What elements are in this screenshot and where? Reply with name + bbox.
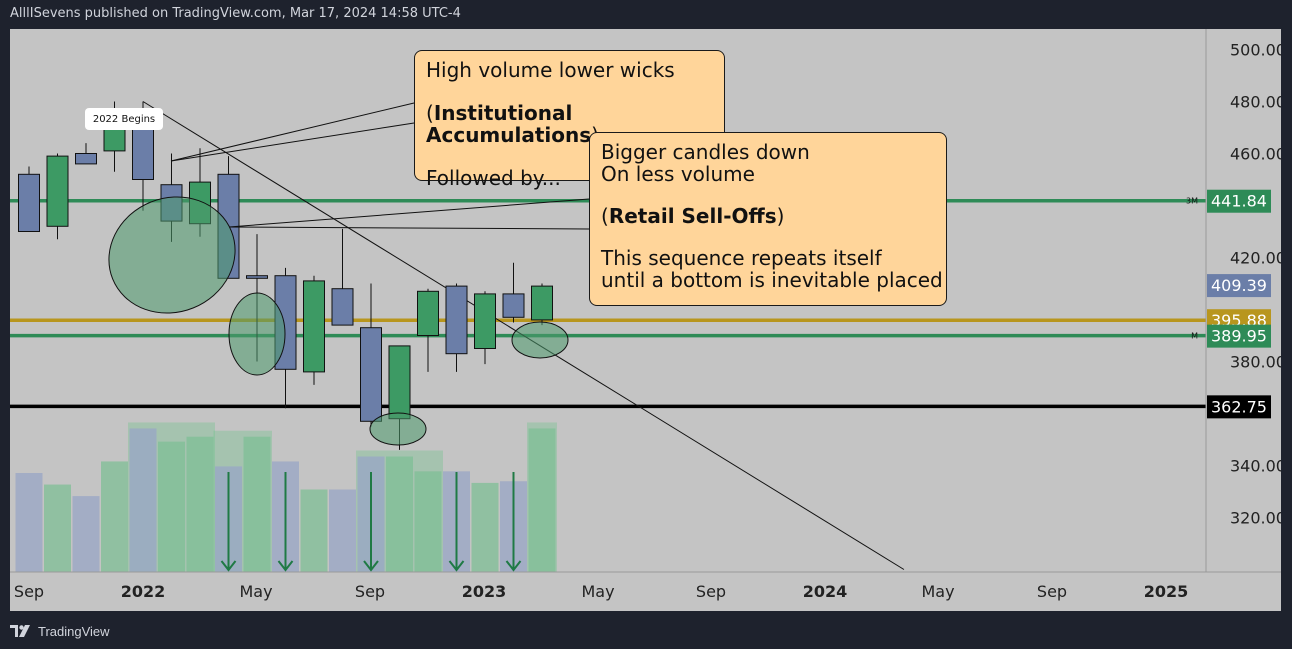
price-tick-label: 460.00	[1230, 145, 1281, 164]
candle-body	[445, 285, 468, 355]
callout-retail-line2: On less volume	[601, 162, 755, 186]
candle-body	[417, 290, 439, 336]
time-tick-label: Sep	[1037, 582, 1067, 601]
callout-retail-line3: (Retail Sell-Offs)	[601, 204, 785, 228]
line-tag-label: M	[1191, 332, 1198, 341]
callout-accumulation-line1: High volume lower wicks	[426, 58, 675, 82]
candle-body	[331, 288, 354, 326]
publish-header: AlllISevens published on TradingView.com…	[10, 6, 461, 21]
candle-body	[502, 293, 525, 318]
candle-body	[246, 275, 268, 279]
callout-pointer	[170, 102, 415, 162]
callout-retail-selloffs[interactable]: Bigger candles down On less volume (Reta…	[589, 132, 947, 306]
footer: TradingView	[10, 622, 110, 640]
time-tick-label: Sep	[355, 582, 385, 601]
price-axis[interactable]: 320.00 340.00 380.00 420.00 460.00 480.00 500.…	[1186, 29, 1281, 572]
time-tick-label: Sep	[696, 582, 726, 601]
volume-bar	[243, 436, 271, 572]
price-label-bg	[1207, 324, 1271, 348]
volume-arrow-icon	[220, 472, 237, 572]
price-tick-label: 380.00	[1230, 353, 1281, 372]
price-tick-label: 480.00	[1230, 93, 1281, 112]
price-label: 389.95	[1211, 327, 1267, 346]
candle-body	[388, 345, 411, 420]
footer-brand: TradingView	[38, 623, 110, 639]
highlight-ellipse	[369, 412, 427, 446]
candle-body	[360, 327, 382, 422]
candle-body	[474, 293, 496, 349]
chart-canvas[interactable]: 320.00 340.00 380.00 420.00 460.00 480.00 500.…	[10, 29, 1281, 611]
volume-arrow-icon	[448, 472, 465, 572]
line-tag-label: 3M	[1186, 197, 1198, 206]
volume-bar	[329, 489, 356, 572]
time-tick-label: May	[581, 582, 614, 601]
price-label: 441.84	[1211, 192, 1267, 211]
callout-pointer	[228, 198, 590, 228]
volume-arrow-icon	[363, 472, 379, 572]
time-tick-label: 2025	[1144, 582, 1189, 601]
chart-frame[interactable]: 320.00 340.00 380.00 420.00 460.00 480.00 500.…	[10, 29, 1281, 611]
callout-accumulation-line3: Followed by...	[426, 166, 561, 190]
volume-bar	[101, 461, 128, 572]
callout-retail-line4: This sequence repeats itself	[601, 246, 882, 270]
tradingview-logo-icon	[10, 625, 30, 637]
price-tick-label: 320.00	[1230, 509, 1281, 528]
price-tick-label: 420.00	[1230, 249, 1281, 268]
callout-pointer	[228, 226, 590, 230]
time-tick-label: May	[239, 582, 272, 601]
annotation-2022-begins[interactable]: 2022 Begins	[85, 108, 163, 130]
volume-bar	[158, 441, 185, 572]
price-label-bg	[1207, 189, 1271, 213]
callout-pointer	[170, 122, 415, 162]
volume-pane	[15, 422, 557, 572]
highlight-ellipse	[511, 321, 569, 359]
time-tick-label: 2024	[803, 582, 848, 601]
callout-retail-line5: until a bottom is inevitable placed	[601, 268, 943, 292]
candle-body	[75, 153, 97, 165]
time-axis[interactable]: Sep 2022 May Sep 2023 May Sep 2024 May Sep 2025	[10, 571, 1281, 601]
time-tick-label: 2023	[462, 582, 507, 601]
volume-arrow-icon	[277, 472, 294, 572]
price-tick-label: 340.00	[1230, 457, 1281, 476]
volume-bar	[471, 482, 499, 572]
volume-bar	[44, 484, 71, 572]
volume-bar	[186, 436, 214, 572]
callout-accumulation[interactable]: High volume lower wicks (Institutional A…	[414, 50, 725, 189]
volume-bar	[15, 473, 43, 572]
time-tick-label: 2022	[121, 582, 166, 601]
candle-body	[46, 155, 69, 227]
volume-bar	[414, 471, 442, 572]
volume-bar	[386, 456, 413, 572]
volume-bar	[72, 496, 100, 572]
volume-bar	[129, 428, 157, 572]
callout-retail-line1: Bigger candles down	[601, 140, 810, 164]
time-tick-label: May	[921, 582, 954, 601]
time-tick-label: Sep	[14, 582, 44, 601]
price-label: 409.39	[1211, 276, 1267, 295]
candle-body	[18, 173, 40, 233]
highlight-ellipses	[108, 196, 569, 446]
volume-bar	[300, 489, 328, 572]
volume-arrow-icon	[505, 472, 522, 572]
highlight-ellipse	[228, 292, 286, 376]
price-label-bg	[1207, 274, 1271, 298]
price-label: 362.75	[1211, 397, 1267, 416]
price-tick-label: 500.00	[1230, 41, 1281, 60]
price-label-bg	[1207, 395, 1271, 419]
candle-body	[531, 285, 553, 321]
candle-body	[303, 280, 325, 373]
highlight-ellipse	[108, 196, 236, 314]
volume-bar	[528, 428, 556, 572]
callout-pointers	[170, 102, 590, 230]
